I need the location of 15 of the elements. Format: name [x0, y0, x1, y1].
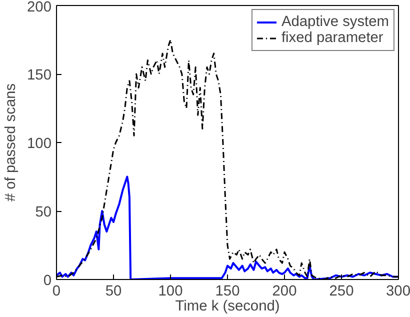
legend-label: fixed parameter [281, 30, 384, 46]
legend-label: Adaptive system [281, 14, 389, 30]
x-tick-label: 200 [272, 284, 297, 300]
x-tick-label: 100 [158, 284, 183, 300]
x-tick-label: 150 [215, 284, 240, 300]
y-tick-label: 0 [43, 273, 52, 289]
y-axis-title: # of passed scans [3, 83, 20, 202]
y-tick-label: 100 [27, 136, 52, 152]
y-tick-label: 200 [27, 0, 52, 16]
y-tick-label: 50 [35, 204, 52, 220]
x-tick-label: 50 [105, 284, 122, 300]
y-tick-label: 150 [27, 68, 52, 84]
x-tick-label: 250 [329, 284, 354, 300]
x-axis-title: Time k (second) [175, 298, 280, 314]
x-tick-label: 300 [386, 284, 410, 300]
